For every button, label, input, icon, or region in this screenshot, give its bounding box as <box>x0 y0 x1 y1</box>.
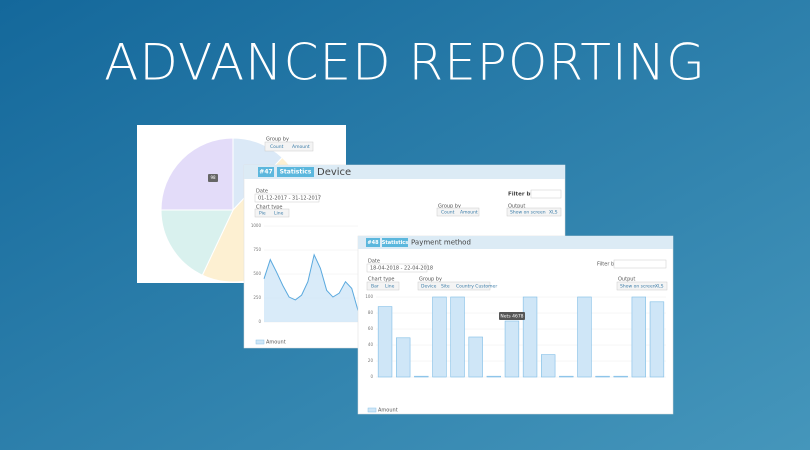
heading: Payment method <box>411 239 471 247</box>
button-group[interactable] <box>254 208 290 218</box>
bar <box>504 320 520 378</box>
button[interactable]: Pie <box>259 211 266 217</box>
title: ADVANCED REPORTING <box>104 34 706 92</box>
bar <box>486 375 501 378</box>
label: Chart type <box>368 277 395 283</box>
button[interactable]: Line <box>385 284 395 290</box>
button[interactable]: Show on screen <box>620 284 656 290</box>
date[interactable]: 01-12-2017 - 31-12-2017 <box>258 196 321 202</box>
bar <box>450 296 465 378</box>
bar <box>559 375 574 378</box>
heading: Device <box>317 167 351 178</box>
select[interactable] <box>613 259 667 269</box>
button[interactable]: XLS <box>655 284 664 290</box>
tag: Statistics <box>382 240 409 246</box>
y-tick-label: 750 <box>253 247 261 252</box>
label: Date <box>368 259 380 265</box>
date-input[interactable] <box>366 263 428 273</box>
button-group[interactable] <box>366 281 400 291</box>
date-input[interactable] <box>254 193 320 203</box>
id: #47 <box>259 169 272 176</box>
tooltip <box>499 312 525 320</box>
button-group[interactable] <box>616 281 668 291</box>
line <box>263 253 359 311</box>
label: Output <box>508 204 525 210</box>
button[interactable]: Count <box>270 144 284 150</box>
label: Group by <box>438 204 461 210</box>
y-tick-label: 20 <box>368 358 374 363</box>
y-tick-label: 1000 <box>251 223 262 228</box>
badge <box>208 174 218 182</box>
button-group[interactable] <box>417 281 491 291</box>
legend-swatch <box>367 407 377 413</box>
header <box>358 236 673 249</box>
bar <box>414 375 429 378</box>
legend: Amount <box>266 340 286 346</box>
tag: Statistics <box>280 169 312 176</box>
bar <box>631 296 646 378</box>
label: Output <box>618 277 635 283</box>
y-tick-label: 40 <box>368 342 374 347</box>
tag-badge <box>277 167 314 177</box>
payment-panel: #48 Statistics Payment method Date 18-04… <box>357 235 674 415</box>
legend-swatch <box>255 339 265 345</box>
bar <box>595 375 610 378</box>
bar <box>577 296 592 378</box>
area <box>264 254 358 322</box>
button[interactable]: Device <box>421 284 437 290</box>
id-badge <box>258 167 274 177</box>
pie-slice <box>160 137 234 211</box>
bar <box>522 296 538 378</box>
button-group[interactable] <box>264 141 314 152</box>
y-tick-label: 500 <box>253 271 261 276</box>
button[interactable]: Amount <box>460 210 478 216</box>
y-tick-label: 250 <box>253 295 261 300</box>
button[interactable]: Show on screen <box>510 210 546 216</box>
y-tick-label: 60 <box>368 326 374 331</box>
bar <box>540 354 556 378</box>
button[interactable]: Line <box>274 211 284 217</box>
button[interactable]: Site <box>441 284 450 290</box>
date[interactable]: 18-04-2018 - 22-04-2018 <box>370 266 433 272</box>
bar <box>432 296 447 378</box>
tag-badge <box>382 238 408 247</box>
select[interactable] <box>530 189 562 199</box>
pie-slice <box>160 209 234 276</box>
label: Group by <box>266 137 289 143</box>
button[interactable]: Count <box>441 210 455 216</box>
id-badge <box>366 238 380 247</box>
label: Filter by Site <box>508 192 548 198</box>
y-tick-label: 100 <box>365 294 373 299</box>
label: Chart type <box>256 205 283 211</box>
bar <box>395 337 411 378</box>
header <box>244 165 565 179</box>
button-group[interactable] <box>506 207 562 217</box>
button[interactable]: Country Customer <box>456 284 497 290</box>
label: Group by <box>419 277 442 283</box>
y-tick-label: 0 <box>370 374 373 379</box>
bar <box>377 306 393 378</box>
legend: Amount <box>378 408 398 414</box>
bar <box>613 375 628 378</box>
button[interactable]: XLS <box>549 210 558 216</box>
y-tick-label: 0 <box>258 319 261 324</box>
button[interactable]: Amount <box>292 144 310 150</box>
bar <box>468 336 483 378</box>
y-tick-label: 80 <box>368 310 374 315</box>
label: Filter by Site <box>597 262 628 268</box>
label: Date <box>256 189 268 195</box>
bar <box>649 301 665 378</box>
tooltip-text: Nets 4678 <box>500 314 523 320</box>
button[interactable]: Bar <box>371 284 379 290</box>
id: #48 <box>367 240 379 246</box>
button-group[interactable] <box>436 207 480 217</box>
badge-text: 98 <box>210 175 216 180</box>
